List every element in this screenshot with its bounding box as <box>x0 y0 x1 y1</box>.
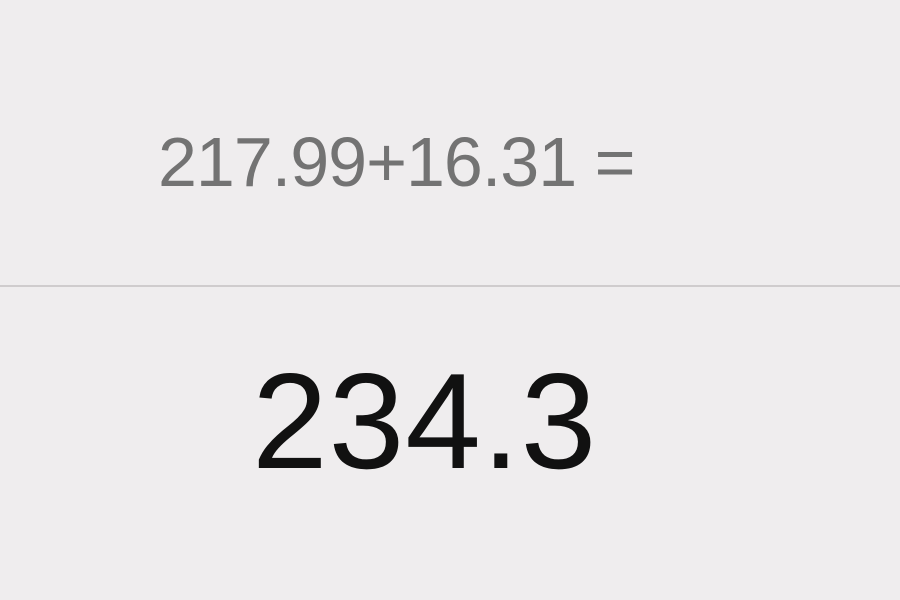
result-panel: 234.3 <box>0 287 900 600</box>
result-text: 234.3 <box>252 345 598 497</box>
expression-text: 217.99+16.31 = <box>158 123 635 201</box>
display-divider <box>0 285 900 287</box>
expression-panel: 217.99+16.31 = <box>0 0 900 285</box>
